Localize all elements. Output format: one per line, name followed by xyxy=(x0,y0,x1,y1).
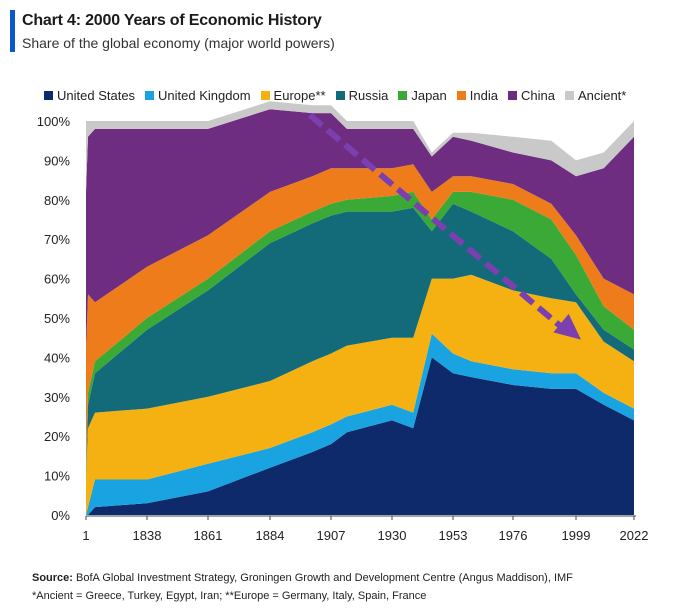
legend-swatch xyxy=(145,90,155,100)
legend-item: Japan xyxy=(398,87,447,103)
y-tick-label: 0% xyxy=(51,508,70,523)
footnote: *Ancient = Greece, Turkey, Egypt, Iran; … xyxy=(32,590,427,602)
y-tick-label: 60% xyxy=(44,272,70,287)
legend-item: United States xyxy=(44,88,135,103)
chart-title: Chart 4: 2000 Years of Economic History xyxy=(22,12,322,29)
legend-label: Europe** xyxy=(273,87,326,103)
legend-item: Europe** xyxy=(260,87,326,103)
x-tick-label: 1930 xyxy=(378,528,407,543)
y-tick-label: 40% xyxy=(44,350,70,365)
legend-swatch xyxy=(44,90,53,100)
y-tick-label: 90% xyxy=(44,153,70,168)
legend-label: Ancient* xyxy=(577,87,627,103)
y-tick-label: 50% xyxy=(44,311,70,326)
x-tick-label: 1884 xyxy=(256,528,285,543)
legend-label: Japan xyxy=(411,87,447,103)
chart-legend: United States United Kingdom Europe** Russi… xyxy=(44,86,636,104)
source-label: Source: xyxy=(32,572,73,584)
trend-arrow-head xyxy=(553,313,582,340)
y-tick-label: 30% xyxy=(44,390,70,405)
legend-swatch xyxy=(260,90,270,100)
legend-label: India xyxy=(469,87,498,103)
source-note: Source: BofA Global Investment Strategy,… xyxy=(32,572,573,584)
x-tick-label: 2022 xyxy=(620,528,649,543)
source-text: BofA Global Investment Strategy, Groning… xyxy=(72,572,573,584)
legend-swatch xyxy=(507,90,517,100)
y-tick-label: 80% xyxy=(44,193,70,208)
x-tick-label: 1 xyxy=(82,528,89,543)
x-tick-label: 1838 xyxy=(133,528,162,543)
legend-label: United Kingdom xyxy=(158,87,251,103)
x-tick-label: 1953 xyxy=(439,528,468,543)
legend-label: Russia xyxy=(348,87,389,103)
y-tick-label: 10% xyxy=(44,469,70,484)
area-europe xyxy=(86,274,634,515)
x-tick-label: 1976 xyxy=(499,528,528,543)
area-united-states xyxy=(86,357,634,515)
legend-swatch xyxy=(456,90,466,100)
area-china xyxy=(86,109,634,350)
legend-swatch xyxy=(398,90,408,100)
chart-subtitle: Share of the global economy (major world… xyxy=(22,35,335,51)
legend-item: United Kingdom xyxy=(145,88,251,103)
area-india xyxy=(86,164,634,468)
legend-label: United States xyxy=(57,87,136,103)
area-united-kingdom xyxy=(86,333,634,515)
legend-item: India xyxy=(456,87,498,103)
y-tick-label: 20% xyxy=(44,429,70,444)
y-tick-label: 70% xyxy=(44,232,70,247)
title-accent-bar xyxy=(10,10,15,52)
area-ancient xyxy=(86,101,634,192)
trend-arrow-shaft xyxy=(307,112,569,334)
x-tick-label: 1999 xyxy=(562,528,591,543)
x-tick-label: 1861 xyxy=(194,528,223,543)
legend-swatch xyxy=(564,90,574,100)
legend-item: Ancient* xyxy=(564,87,627,103)
legend-item: China xyxy=(507,87,555,103)
legend-label: China xyxy=(520,87,555,103)
legend-item: Russia xyxy=(335,87,389,103)
y-tick-label: 100% xyxy=(37,114,71,129)
legend-swatch xyxy=(335,90,345,100)
x-tick-label: 1907 xyxy=(317,528,346,543)
